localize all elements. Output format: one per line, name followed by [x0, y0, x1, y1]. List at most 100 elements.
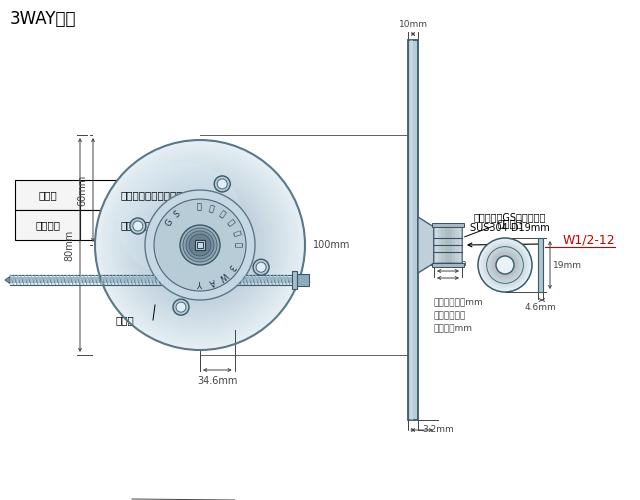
- Text: W1/2-12: W1/2-12: [563, 234, 615, 246]
- Circle shape: [166, 212, 234, 278]
- Bar: [56, 275, 58, 285]
- Bar: [80, 180, 230, 210]
- Bar: [15, 210, 80, 240]
- Circle shape: [106, 151, 294, 339]
- Bar: [171, 275, 173, 285]
- Circle shape: [148, 194, 252, 296]
- Circle shape: [152, 197, 248, 293]
- Bar: [227, 275, 229, 285]
- Bar: [175, 275, 176, 285]
- Text: 60mm: 60mm: [77, 174, 87, 206]
- Bar: [125, 275, 127, 285]
- Polygon shape: [5, 276, 10, 283]
- Bar: [259, 275, 260, 285]
- Circle shape: [137, 182, 263, 308]
- Bar: [223, 275, 225, 285]
- Circle shape: [253, 259, 269, 275]
- Text: ネジ深さ１９mm
高ナット六角
対辺１７mm: ネジ深さ１９mm 高ナット六角 対辺１７mm: [434, 298, 484, 334]
- Bar: [38, 275, 40, 285]
- Bar: [199, 275, 201, 285]
- Circle shape: [217, 179, 227, 189]
- Bar: [94, 275, 96, 285]
- Bar: [118, 275, 120, 285]
- Circle shape: [488, 248, 522, 282]
- Bar: [73, 275, 75, 285]
- Circle shape: [150, 195, 250, 295]
- Circle shape: [176, 302, 186, 312]
- Circle shape: [168, 214, 232, 276]
- Circle shape: [130, 175, 270, 315]
- Bar: [45, 275, 47, 285]
- Bar: [451, 227, 455, 263]
- Circle shape: [483, 242, 527, 288]
- Bar: [42, 275, 44, 285]
- Bar: [538, 238, 543, 292]
- Bar: [132, 275, 134, 285]
- Circle shape: [163, 208, 237, 282]
- Text: ナ: ナ: [231, 229, 241, 236]
- Bar: [28, 275, 29, 285]
- Circle shape: [97, 142, 303, 348]
- Circle shape: [128, 173, 272, 317]
- Circle shape: [159, 204, 241, 286]
- Circle shape: [115, 160, 285, 330]
- Text: シ: シ: [207, 204, 215, 214]
- Bar: [87, 275, 89, 285]
- Circle shape: [478, 238, 532, 292]
- Text: 3WAY本体: 3WAY本体: [10, 10, 77, 28]
- Text: SUS304 D19mm: SUS304 D19mm: [470, 223, 550, 233]
- Text: ア: ア: [196, 202, 202, 211]
- Bar: [189, 275, 190, 285]
- Bar: [216, 275, 218, 285]
- Circle shape: [147, 192, 253, 298]
- Circle shape: [141, 186, 259, 304]
- Circle shape: [126, 171, 274, 319]
- Circle shape: [183, 228, 217, 262]
- Bar: [283, 275, 285, 285]
- Bar: [80, 275, 82, 285]
- Bar: [97, 275, 99, 285]
- Bar: [455, 227, 458, 263]
- Text: ナット部: ナット部: [35, 220, 60, 230]
- Bar: [24, 275, 26, 285]
- Bar: [31, 275, 33, 285]
- Bar: [168, 275, 170, 285]
- Bar: [164, 275, 166, 285]
- Circle shape: [104, 149, 296, 341]
- Bar: [410, 40, 413, 420]
- Bar: [136, 275, 138, 285]
- Circle shape: [494, 254, 516, 276]
- Circle shape: [100, 146, 300, 344]
- Bar: [209, 275, 211, 285]
- Bar: [445, 227, 448, 263]
- Circle shape: [496, 256, 514, 274]
- Circle shape: [143, 188, 257, 302]
- Bar: [154, 275, 156, 285]
- Bar: [122, 275, 124, 285]
- Circle shape: [119, 164, 281, 326]
- Bar: [248, 275, 250, 285]
- Circle shape: [95, 140, 305, 350]
- Bar: [266, 275, 268, 285]
- Circle shape: [156, 200, 244, 290]
- Bar: [66, 275, 68, 285]
- Bar: [70, 275, 71, 285]
- Bar: [90, 275, 92, 285]
- Ellipse shape: [117, 162, 243, 278]
- Circle shape: [145, 190, 255, 300]
- Bar: [280, 275, 282, 285]
- Circle shape: [157, 202, 243, 288]
- Circle shape: [136, 180, 264, 310]
- Bar: [104, 275, 106, 285]
- Circle shape: [133, 221, 143, 231]
- Bar: [276, 275, 278, 285]
- Bar: [287, 275, 288, 285]
- Circle shape: [189, 234, 211, 256]
- Circle shape: [186, 231, 214, 259]
- Text: 34.6mm: 34.6mm: [197, 376, 237, 386]
- Bar: [150, 275, 152, 285]
- Bar: [108, 275, 110, 285]
- Circle shape: [123, 168, 277, 322]
- Bar: [147, 275, 148, 285]
- Text: G: G: [163, 218, 175, 228]
